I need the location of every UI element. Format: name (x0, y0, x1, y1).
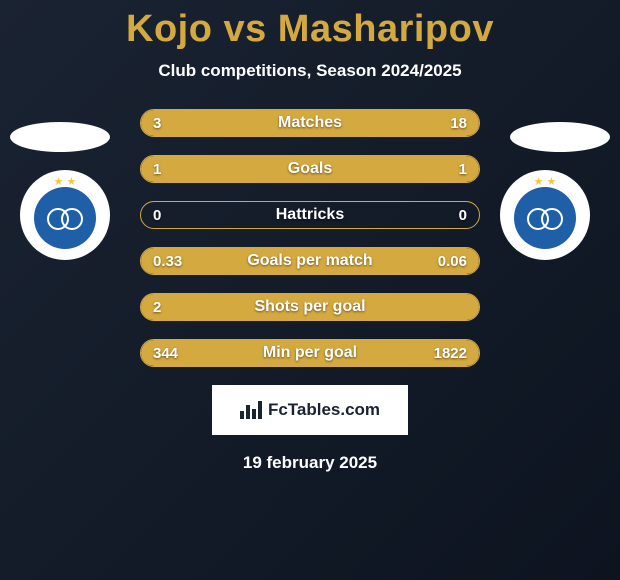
stat-value-right: 0 (459, 207, 467, 224)
stat-row-min-per-goal: 344 Min per goal 1822 (140, 339, 480, 367)
stat-label: Matches (141, 114, 479, 132)
stat-label: Hattricks (141, 206, 479, 224)
player-right-club-badge: ★ ★ (500, 170, 600, 270)
player-left-club-badge: ★ ★ (20, 170, 120, 270)
player-right-flag (510, 122, 610, 152)
stat-value-right: 1 (459, 161, 467, 178)
stat-label: Goals (141, 160, 479, 178)
subtitle: Club competitions, Season 2024/2025 (0, 61, 620, 81)
stats-container: 3 Matches 18 1 Goals 1 0 Hattricks 0 0.3… (140, 109, 480, 367)
stat-row-goals: 1 Goals 1 (140, 155, 480, 183)
stat-label: Min per goal (141, 344, 479, 362)
stat-label: Goals per match (141, 252, 479, 270)
stat-value-right: 0.06 (438, 253, 467, 270)
watermark-text: FcTables.com (268, 400, 380, 420)
stat-value-right: 18 (450, 115, 467, 132)
page-title: Kojo vs Masharipov (0, 0, 620, 51)
stat-label: Shots per goal (141, 298, 479, 316)
date-text: 19 february 2025 (0, 453, 620, 473)
stat-row-goals-per-match: 0.33 Goals per match 0.06 (140, 247, 480, 275)
chart-bars-icon (240, 401, 262, 419)
stat-row-matches: 3 Matches 18 (140, 109, 480, 137)
stat-row-shots-per-goal: 2 Shots per goal (140, 293, 480, 321)
watermark: FcTables.com (212, 385, 408, 435)
player-left-flag (10, 122, 110, 152)
stat-value-right: 1822 (434, 345, 467, 362)
stat-row-hattricks: 0 Hattricks 0 (140, 201, 480, 229)
